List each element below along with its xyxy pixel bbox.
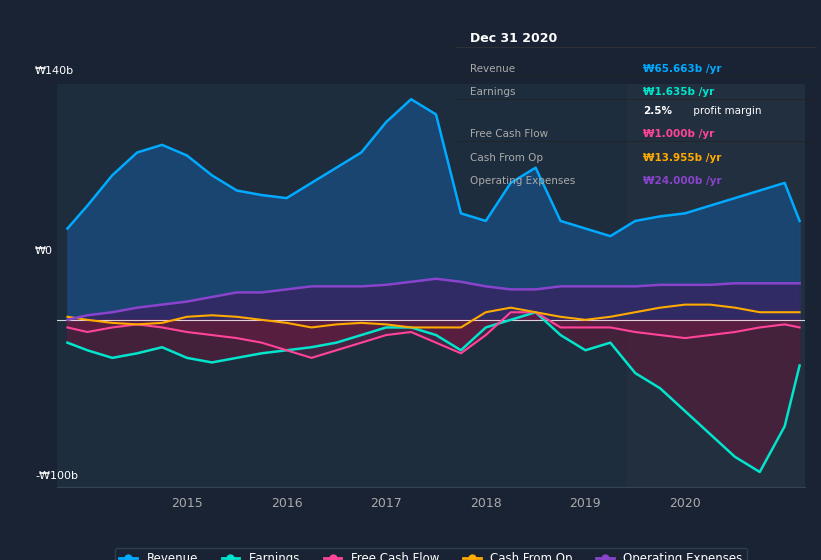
Text: Earnings: Earnings (470, 87, 516, 97)
Legend: Revenue, Earnings, Free Cash Flow, Cash From Op, Operating Expenses: Revenue, Earnings, Free Cash Flow, Cash … (115, 548, 747, 560)
Bar (627, 84, 805, 487)
Text: ₩13.955b /yr: ₩13.955b /yr (644, 153, 722, 163)
Text: ₩1.000b /yr: ₩1.000b /yr (644, 129, 715, 139)
Text: Free Cash Flow: Free Cash Flow (470, 129, 548, 139)
Text: Dec 31 2020: Dec 31 2020 (470, 32, 557, 45)
Text: Cash From Op: Cash From Op (470, 153, 544, 163)
Text: ₩24.000b /yr: ₩24.000b /yr (644, 176, 722, 186)
Text: ₩140b: ₩140b (35, 66, 74, 76)
Text: -₩100b: -₩100b (35, 471, 78, 481)
Text: ₩65.663b /yr: ₩65.663b /yr (644, 64, 722, 74)
Text: ₩1.635b /yr: ₩1.635b /yr (644, 87, 715, 97)
Text: profit margin: profit margin (690, 106, 762, 116)
Text: Operating Expenses: Operating Expenses (470, 176, 576, 186)
Text: ₩0: ₩0 (35, 246, 53, 256)
Text: Revenue: Revenue (470, 64, 516, 74)
Text: 2.5%: 2.5% (644, 106, 672, 116)
